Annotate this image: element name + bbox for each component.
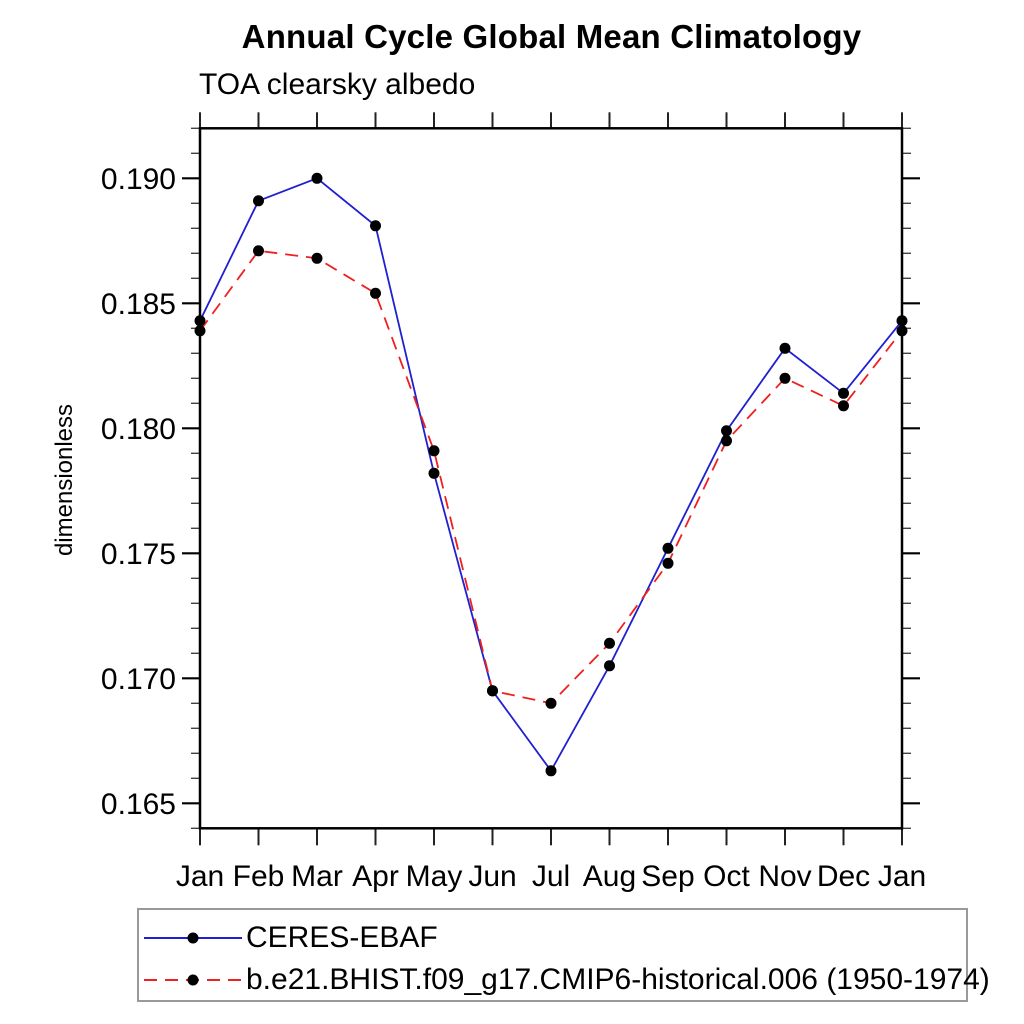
data-point-marker (487, 685, 498, 697)
y-tick-label: 0.170 (101, 663, 176, 696)
y-tick-label: 0.175 (101, 538, 176, 571)
data-point-marker (896, 315, 908, 327)
x-tick-label: Apr (352, 860, 399, 893)
x-tick-label: Jun (468, 860, 516, 893)
chart-subtitle: TOA clearsky albedo (199, 68, 476, 101)
x-tick-label: Jan (176, 860, 224, 893)
y-tick-label: 0.185 (101, 288, 176, 321)
data-point-marker (545, 697, 557, 709)
data-point-marker (721, 435, 732, 447)
x-tick-label: May (406, 860, 463, 893)
data-point-marker (311, 172, 323, 184)
data-point-marker (838, 400, 849, 412)
model-line-swatch-icon (144, 974, 242, 986)
data-point-marker (370, 287, 381, 299)
chart-title: Annual Cycle Global Mean Climatology (241, 18, 862, 55)
legend: CERES-EBAF b.e21.BHIST.f09_g17.CMIP6-his… (137, 908, 990, 1002)
data-point-marker (253, 195, 264, 207)
data-point-marker (604, 637, 615, 649)
data-point-marker (428, 467, 440, 479)
data-point-marker (311, 252, 323, 264)
y-tick-label: 0.190 (101, 163, 176, 196)
x-tick-label: Oct (703, 860, 750, 893)
legend-item-model: b.e21.BHIST.f09_g17.CMIP6-historical.006… (144, 963, 990, 996)
data-point-marker (721, 425, 732, 437)
x-tick-label: Sep (641, 860, 694, 893)
data-point-marker (779, 342, 791, 354)
x-tick-label: Aug (583, 860, 636, 893)
x-tick-label: Dec (817, 860, 870, 893)
data-point-marker (428, 445, 440, 457)
data-point-marker (896, 325, 908, 337)
data-point-marker (253, 245, 264, 257)
x-tick-label: Nov (758, 860, 811, 893)
data-point-marker (194, 325, 206, 337)
y-tick-label: 0.180 (101, 413, 176, 446)
x-tick-label: Jan (878, 860, 926, 893)
plot-frame (198, 127, 904, 830)
series-line-1 (199, 249, 903, 705)
data-point-marker (194, 315, 206, 327)
data-point-marker (662, 557, 674, 569)
data-point-marker (838, 387, 849, 399)
legend-item-ceres-ebaf: CERES-EBAF (144, 921, 438, 954)
x-tick-label: Mar (291, 860, 343, 893)
data-point-marker (779, 372, 791, 384)
data-point-marker (662, 542, 674, 554)
y-tick-label: 0.165 (101, 788, 176, 821)
data-point-marker (545, 765, 557, 777)
x-tick-label: Jul (532, 860, 570, 893)
legend-label-ceres-ebaf: CERES-EBAF (246, 921, 438, 954)
ceres-ebaf-line-swatch-icon (144, 932, 242, 944)
x-tick-label: Feb (233, 860, 285, 893)
data-point-marker (370, 220, 381, 232)
legend-label-model: b.e21.BHIST.f09_g17.CMIP6-historical.006… (246, 963, 990, 996)
series-line-0 (199, 177, 903, 773)
data-point-marker (604, 660, 615, 672)
